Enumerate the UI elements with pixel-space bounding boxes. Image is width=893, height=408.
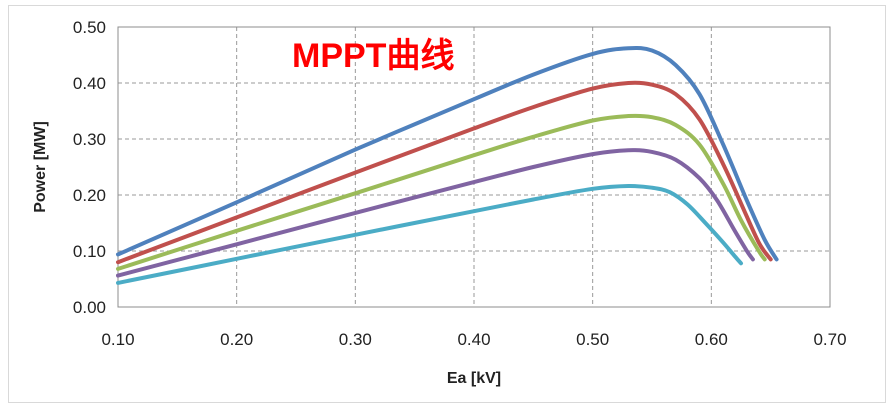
x-tick-label: 0.30 <box>339 330 372 349</box>
y-tick-label: 0.10 <box>73 242 106 261</box>
y-tick-label: 0.00 <box>73 298 106 317</box>
y-tick-label: 0.20 <box>73 186 106 205</box>
x-tick-label: 0.40 <box>457 330 490 349</box>
x-tick-label: 0.70 <box>813 330 846 349</box>
series-green-line <box>116 113 767 271</box>
series-layer <box>116 45 779 285</box>
series-cyan-line <box>116 183 743 285</box>
y-axis-title: Power [MW] <box>32 121 49 213</box>
x-tick-label: 0.10 <box>101 330 134 349</box>
y-tick-labels: 0.00 0.10 0.20 0.30 0.40 0.50 <box>73 18 106 317</box>
series-red-line <box>116 80 773 265</box>
x-tick-label: 0.50 <box>576 330 609 349</box>
y-tick-label: 0.30 <box>73 130 106 149</box>
x-axis-title: Ea [kV] <box>447 370 501 387</box>
y-tick-label: 0.40 <box>73 74 106 93</box>
series-blue-line <box>116 45 779 262</box>
x-tick-label: 0.20 <box>220 330 253 349</box>
plot-area-border <box>117 26 831 308</box>
x-tick-labels: 0.10 0.20 0.30 0.40 0.50 0.60 0.70 <box>101 330 846 349</box>
x-tick-label: 0.60 <box>695 330 728 349</box>
series-purple-line <box>116 148 755 278</box>
y-tick-label: 0.50 <box>73 18 106 37</box>
chart-title: MPPT曲线 <box>292 37 454 75</box>
chart-frame <box>8 5 886 403</box>
